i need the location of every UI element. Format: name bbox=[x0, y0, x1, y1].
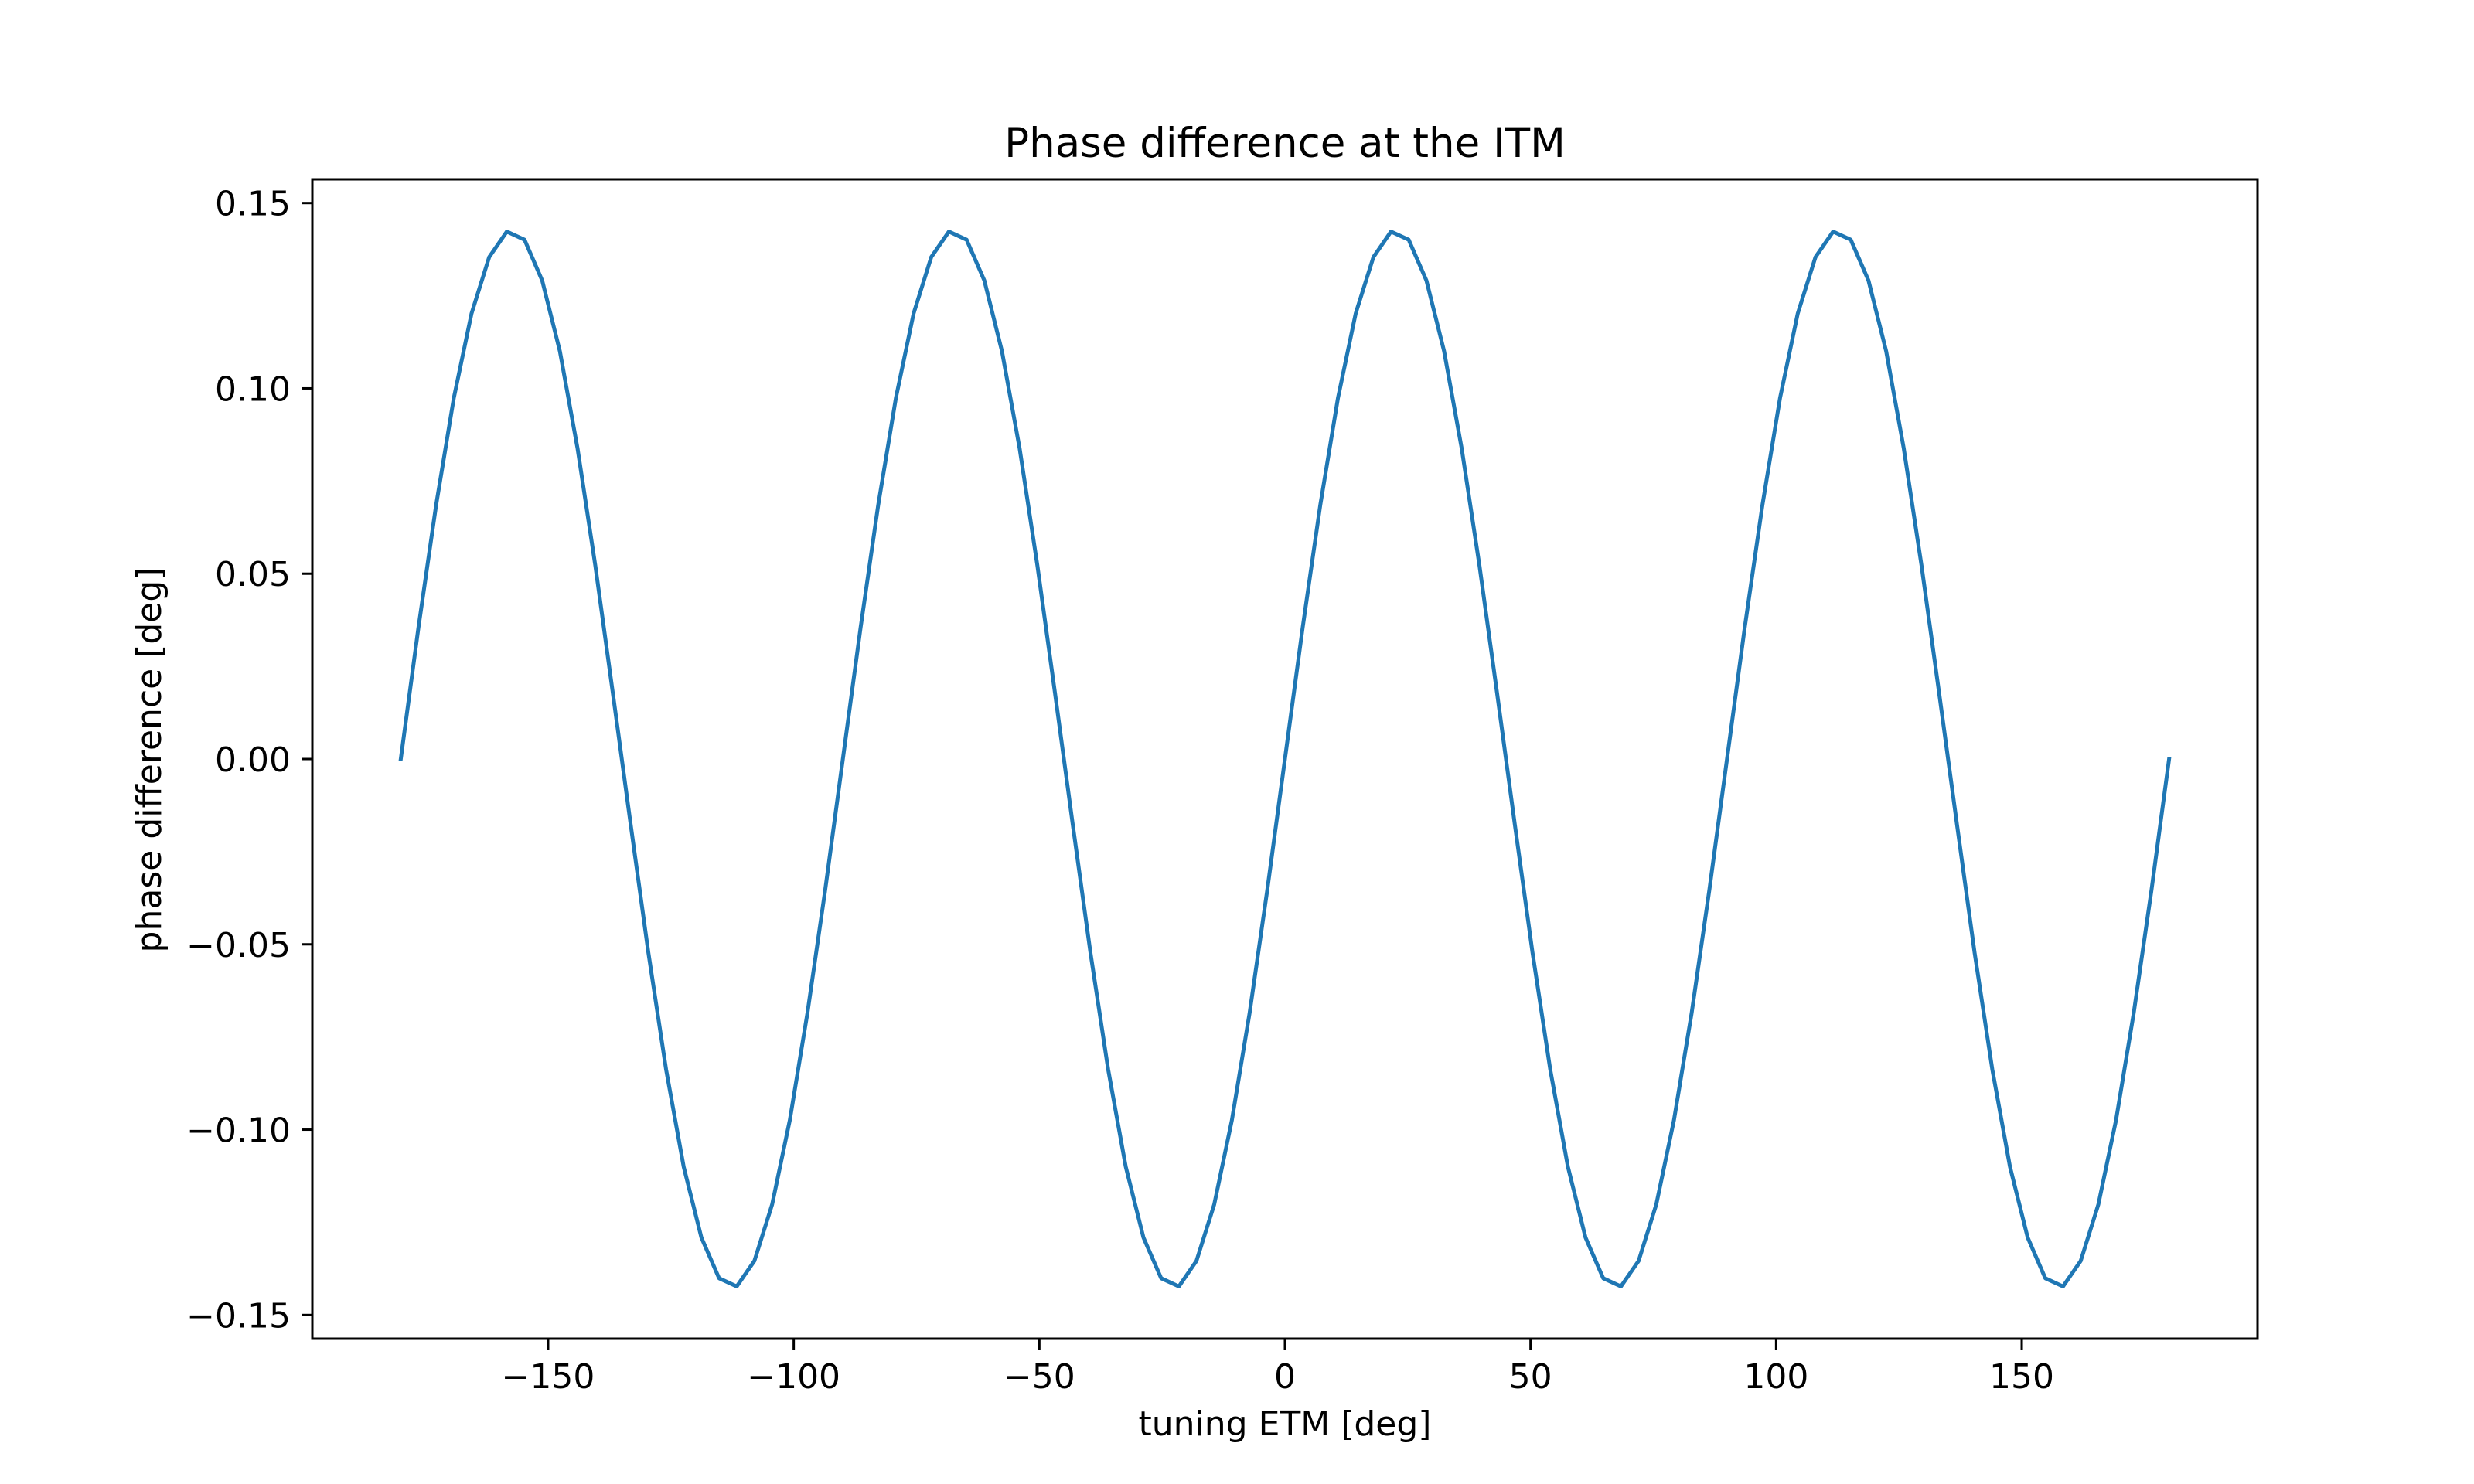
x-tick-label: 100 bbox=[1743, 1357, 1808, 1397]
y-tick-label: 0.10 bbox=[215, 369, 291, 409]
plot-area-frame bbox=[311, 178, 2259, 1340]
x-axis-ticks: −150 −100 −50 0 50 100 150 bbox=[502, 1339, 2054, 1397]
y-axis-label: phase difference [deg] bbox=[130, 567, 169, 953]
y-tick-label: 0.15 bbox=[215, 185, 291, 224]
data-series-line bbox=[398, 230, 2172, 1288]
y-axis-ticks: −0.15 −0.10 −0.05 0.00 0.05 0.10 0.15 bbox=[186, 185, 312, 1336]
chart-title: Phase difference at the ITM bbox=[1004, 120, 1566, 167]
x-tick-label: −50 bbox=[1004, 1357, 1075, 1397]
x-tick-label: −150 bbox=[502, 1357, 595, 1397]
x-tick-label: 150 bbox=[1989, 1357, 2054, 1397]
y-tick-label: 0.05 bbox=[215, 555, 291, 594]
x-axis-label: tuning ETM [deg] bbox=[1139, 1404, 1432, 1444]
y-tick-label: −0.10 bbox=[186, 1111, 291, 1151]
y-tick-label: −0.15 bbox=[186, 1296, 291, 1336]
y-tick-label: 0.00 bbox=[215, 740, 291, 780]
x-tick-label: −100 bbox=[747, 1357, 840, 1397]
x-tick-label: 50 bbox=[1509, 1357, 1552, 1397]
x-tick-label: 0 bbox=[1274, 1357, 1296, 1397]
y-tick-label: −0.05 bbox=[186, 926, 291, 965]
